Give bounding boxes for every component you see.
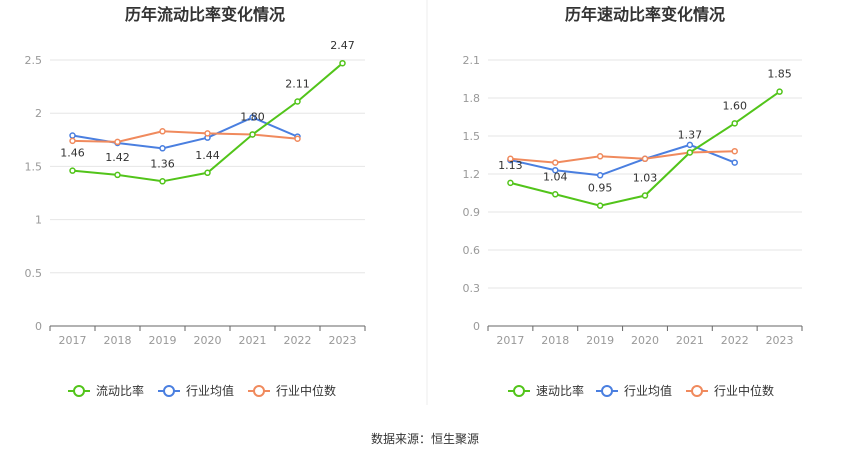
legend-marker [601,385,613,397]
data-point [731,147,738,155]
current-ratio-chart: 历年流动比率变化情况 0 0.5 1 1.5 2 2.5 2017 2018 2019 2020 2… [25,5,366,398]
chart-title: 历年流动比率变化情况 [125,5,285,24]
data-point [69,137,76,145]
legend-marker [73,385,85,397]
x-tick-label: 2018 [541,334,569,347]
data-label: 1.46 [60,147,85,160]
y-tick-label: 1.5 [463,130,481,143]
data-point [69,167,76,174]
data-label: 0.95 [588,182,613,195]
series-line [72,130,298,143]
data-point [686,141,694,149]
legend-label[interactable]: 流动比率 [96,383,144,398]
x-tick-label: 2017 [59,334,87,347]
data-label: 1.13 [498,159,523,172]
y-tick-label: 1.5 [25,160,43,173]
legend-marker [691,385,703,397]
x-tick-label: 2022 [284,334,312,347]
data-label: 1.37 [678,128,703,141]
data-label: 2.47 [330,39,355,52]
x-tick-label: 2019 [586,334,614,347]
data-point [641,192,649,199]
series-line [510,150,735,164]
legend-label[interactable]: 速动比率 [536,383,584,398]
y-tick-label: 1.8 [463,92,481,105]
data-point [294,98,301,105]
data-point [249,131,256,138]
data-point [204,169,211,177]
data-point [507,179,514,187]
quick-ratio-chart: 历年速动比率变化情况 0 0.3 0.6 0.9 1.2 1.5 1.8 2.1 2017 201… [463,5,803,398]
legend-label[interactable]: 行业均值 [186,383,234,398]
x-tick-label: 2018 [104,334,132,347]
data-point [641,155,649,163]
legend-marker [513,385,525,397]
y-tick-label: 0.9 [463,206,481,219]
data-point [507,155,514,163]
x-tick-label: 2022 [721,334,749,347]
y-tick-label: 0 [473,320,480,333]
legend-marker [253,385,265,397]
data-point [552,159,559,166]
data-label: 1.03 [633,172,658,185]
x-tick-label: 2023 [766,334,794,347]
y-tick-label: 0.3 [463,282,481,295]
legend-marker [163,385,175,397]
data-label: 1.85 [767,68,792,81]
source-label: 数据来源：恒生聚源 [371,431,479,446]
data-point [69,132,76,139]
x-tick-label: 2021 [239,334,267,347]
y-tick-label: 1.2 [463,168,481,181]
chart-title: 历年速动比率变化情况 [565,5,725,24]
data-point [159,128,166,135]
data-label: 1.36 [150,157,175,170]
y-tick-label: 2 [35,107,42,120]
data-label: 1.04 [543,170,568,183]
data-point [159,145,166,152]
data-point [114,138,121,146]
x-tick-label: 2017 [496,334,524,347]
data-point [776,88,783,95]
data-point [552,191,559,198]
legend-label[interactable]: 行业均值 [624,383,672,398]
data-point [204,130,211,137]
y-tick-label: 0.6 [463,244,481,257]
legend-label[interactable]: 行业中位数 [276,383,336,398]
data-point [686,149,694,156]
data-point [596,153,604,160]
data-label: 1.80 [240,110,265,123]
data-point [114,171,121,179]
x-tick-label: 2023 [329,334,357,347]
x-tick-label: 2019 [149,334,177,347]
data-point [249,114,256,121]
x-tick-label: 2020 [631,334,659,347]
data-label: 1.60 [722,99,747,112]
data-point [596,172,604,179]
y-tick-label: 2.1 [463,54,481,67]
data-point [731,159,738,166]
data-point [159,178,166,185]
y-tick-label: 0.5 [25,267,43,280]
data-point [552,166,559,174]
data-label: 1.44 [195,149,220,162]
legend-label[interactable]: 行业中位数 [714,383,774,398]
data-label: 1.42 [105,151,130,164]
data-point [596,202,604,209]
y-tick-label: 0 [35,320,42,333]
y-tick-label: 1 [35,214,42,227]
y-tick-label: 2.5 [25,54,43,67]
data-point [731,120,738,127]
data-label: 2.11 [285,77,310,90]
x-tick-label: 2020 [194,334,222,347]
x-tick-label: 2021 [676,334,704,347]
data-point [294,135,301,142]
data-point [339,59,346,67]
